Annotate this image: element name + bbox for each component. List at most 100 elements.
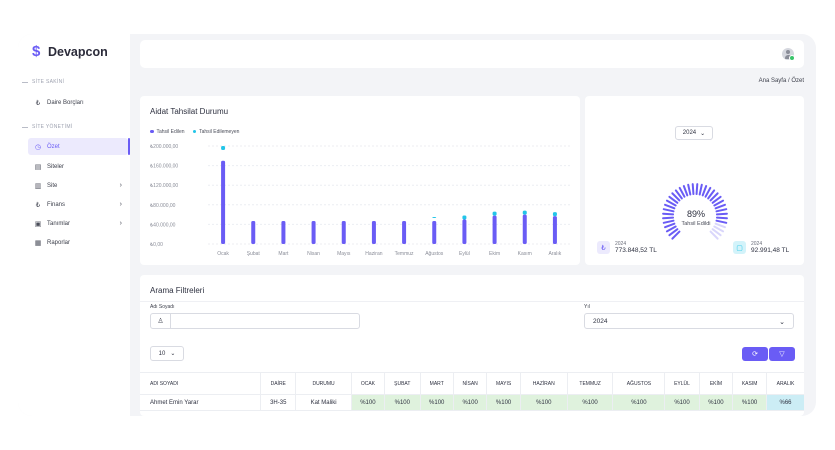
bar-uncollected[interactable] (492, 211, 497, 216)
table-cell: %100 (664, 394, 700, 411)
payments-table: ADI SOYADI DAİRE DURUMU OCAK ŞUBAT MART NİSAN M… (140, 372, 804, 411)
table-header-row: ADI SOYADI DAİRE DURUMU OCAK ŞUBAT MART NİSAN M… (140, 372, 804, 395)
table-row[interactable]: Ahmet Emin Yarar 3H-35 Kat Maliki %100 %100%… (140, 394, 804, 411)
column-header[interactable]: MAYIS (486, 372, 521, 395)
table-cell: %100 (452, 394, 487, 411)
sidebar-item-label: Daire Borçları (47, 99, 84, 106)
summary-card: 2024 ⌄ 89% Tahsil Edildi ₺ 2024 773.848,… (585, 96, 804, 265)
bar-collected[interactable] (462, 219, 467, 245)
column-header[interactable]: OCAK (350, 372, 385, 395)
gauge-tick (662, 216, 675, 220)
column-header[interactable]: ADI SOYADI (140, 372, 261, 395)
column-header[interactable]: ARALIK (766, 372, 804, 395)
gauge-tick (711, 195, 722, 204)
logo-icon: $ (32, 43, 41, 60)
sidebar-item-site[interactable]: ▥ Site › (28, 177, 128, 194)
gauge-tick (704, 186, 712, 198)
x-tick-label: Temmuz (395, 251, 414, 257)
percent-value: 89% (686, 209, 705, 219)
bar-collected[interactable] (251, 220, 256, 244)
bar-collected[interactable] (522, 214, 527, 244)
column-header[interactable]: DURUMU (295, 372, 352, 395)
y-tick-label: ₺120.000,00 (150, 183, 178, 189)
sidebar-item-label: Finans (47, 201, 66, 208)
table-cell: 3H-35 (260, 394, 296, 411)
bar-uncollected[interactable] (221, 146, 226, 150)
column-header[interactable]: NİSAN (452, 372, 487, 395)
table-cell: %100 (732, 394, 767, 411)
bar-collected[interactable] (552, 216, 557, 244)
table-cell: %100 (519, 394, 568, 411)
refresh-button[interactable]: ⟳ (742, 347, 768, 361)
bar-collected[interactable] (221, 160, 226, 244)
x-tick-label: Aralık (549, 251, 562, 257)
gauge-tick (691, 183, 695, 196)
gauge-tick (668, 228, 679, 237)
table-cell: %100 (419, 394, 454, 411)
year-select[interactable]: 2024 ⌄ (675, 126, 713, 140)
gauge-tick (687, 183, 692, 196)
column-header[interactable]: TEMMUZ (566, 372, 613, 395)
breadcrumb-home[interactable]: Ana Sayfa (758, 78, 787, 84)
section-heading-resident: SİTE SAKİNİ (22, 79, 64, 85)
sidebar-item-siteler[interactable]: ▤ Siteler (28, 158, 128, 175)
bar-uncollected[interactable] (432, 216, 437, 218)
sidebar-item-label: Raporlar (47, 239, 71, 246)
column-header[interactable]: EKİM (698, 372, 733, 395)
sidebar-item-ozet[interactable]: ◷ Özet (28, 138, 128, 155)
column-header[interactable]: MART (419, 372, 454, 395)
top-bar (140, 40, 804, 68)
filter-title: Arama Filtreleri (150, 286, 205, 295)
sidebar: $ Devapcon SİTE SAKİNİ ₺ Daire Borçları … (18, 34, 130, 416)
bar-uncollected[interactable] (462, 215, 467, 220)
chart-title: Aidat Tahsilat Durumu (150, 107, 229, 116)
column-header[interactable]: ŞUBAT (384, 372, 420, 395)
sidebar-item-label: Tanımlar (47, 220, 71, 227)
x-tick-label: Şubat (247, 251, 261, 257)
uncollected-stat: ▢ 2024 92.991,48 TL (733, 241, 789, 254)
table-cell: %100 (384, 394, 420, 411)
y-tick-label: ₺200.000,00 (150, 144, 178, 150)
column-header[interactable]: AĞUSTOS (612, 372, 665, 395)
bar-collected[interactable] (281, 220, 286, 244)
bar-uncollected[interactable] (522, 210, 527, 215)
column-header[interactable]: EYLÜL (664, 372, 700, 395)
name-label: Adı Soyadı (150, 304, 175, 310)
bar-collected[interactable] (432, 220, 437, 244)
breadcrumb: Ana Sayfa / Özet (758, 78, 804, 84)
bar-collected[interactable] (311, 220, 316, 244)
legend-item-uncollected[interactable]: Tahsil Edilemeyen (192, 129, 239, 135)
collection-chart-card: Aidat Tahsilat Durumu Tahsil Edilen Tahs… (140, 96, 580, 265)
bar-collected[interactable] (492, 215, 497, 244)
avatar[interactable] (782, 48, 795, 61)
sidebar-item-finans[interactable]: ₺ Finans › (28, 196, 128, 213)
legend-item-collected[interactable]: Tahsil Edilen (150, 129, 185, 135)
brand-logo[interactable]: $ Devapcon (32, 43, 108, 60)
gauge-tick (715, 212, 728, 216)
column-header[interactable]: HAZİRAN (519, 372, 568, 395)
gauge-tick (662, 208, 675, 213)
bar-uncollected[interactable] (552, 212, 557, 217)
gauge-tick (682, 185, 689, 197)
column-header[interactable]: KASIM (732, 372, 767, 395)
building-icon: ▤ (34, 163, 42, 171)
filter-button[interactable]: ▽ (769, 347, 795, 361)
name-input[interactable]: ♙ (150, 313, 360, 329)
bar-collected[interactable] (341, 220, 346, 244)
filter-icon: ▽ (779, 351, 785, 358)
year-filter-select[interactable]: 2024 ⌄ (584, 313, 794, 329)
bar-collected[interactable] (371, 220, 376, 244)
x-tick-label: Mayıs (337, 251, 351, 257)
sidebar-item-daire-borclari[interactable]: ₺ Daire Borçları (28, 94, 128, 111)
x-tick-label: Nisan (307, 251, 320, 257)
brand-name: Devapcon (48, 45, 108, 59)
column-header[interactable]: DAİRE (260, 372, 296, 395)
active-indicator (128, 138, 130, 155)
gauge-tick (664, 222, 676, 229)
sidebar-item-raporlar[interactable]: ▦ Raporlar (28, 234, 128, 251)
collection-gauge (662, 183, 728, 240)
page-size-select[interactable]: 10 ⌄ (150, 346, 184, 361)
gauge-tick (665, 199, 677, 207)
sidebar-item-tanimlar[interactable]: ▣ Tanımlar › (28, 215, 128, 232)
bar-collected[interactable] (402, 220, 407, 244)
